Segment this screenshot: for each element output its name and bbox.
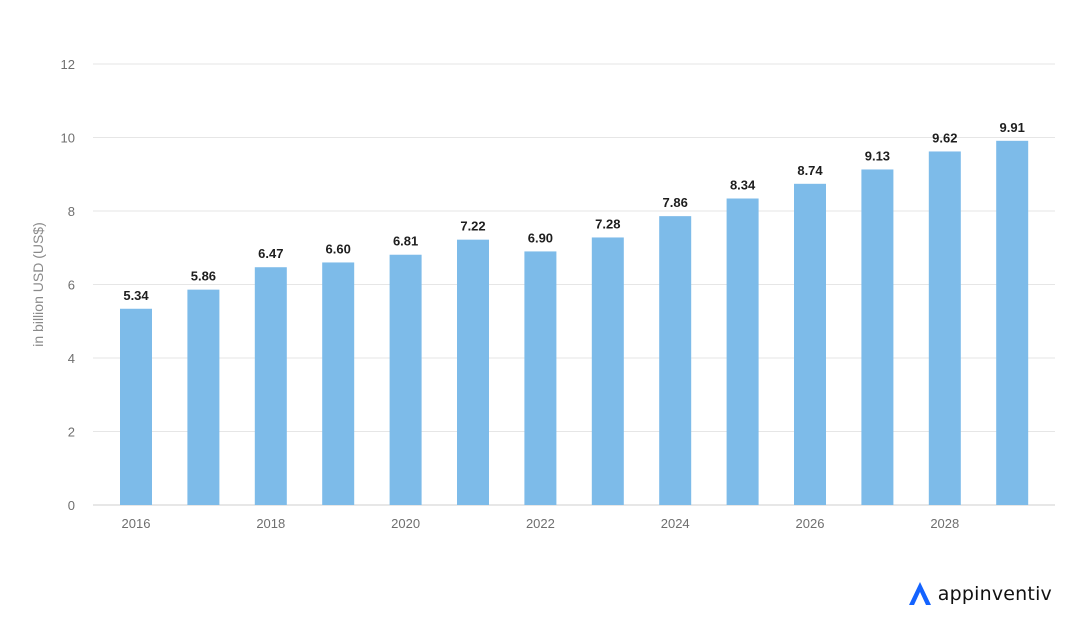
bar — [591, 237, 624, 505]
brand-name: appinventiv — [937, 583, 1052, 605]
data-label: 9.62 — [932, 130, 957, 145]
data-label: 5.34 — [123, 288, 149, 303]
brand-logo: appinventiv — [906, 580, 1052, 608]
data-label: 6.47 — [258, 246, 283, 261]
data-label: 7.28 — [595, 216, 620, 231]
grid-lines — [93, 63, 1055, 506]
bars — [120, 140, 1029, 506]
bar — [322, 262, 355, 505]
bar — [794, 183, 826, 505]
bar — [187, 289, 220, 505]
bar — [457, 239, 489, 506]
data-label: 9.13 — [865, 148, 890, 163]
y-axis-ticks: 0 2 4 6 8 10 12 — [61, 57, 75, 513]
bar — [254, 267, 287, 505]
y-tick-label: 12 — [61, 57, 75, 72]
bar — [861, 169, 894, 505]
data-label: 7.22 — [460, 219, 485, 234]
x-tick-label: 2026 — [796, 516, 825, 531]
data-label: 9.91 — [1000, 120, 1025, 135]
x-tick-label: 2024 — [661, 516, 690, 531]
y-tick-label: 6 — [68, 278, 75, 293]
data-label: 6.90 — [528, 230, 553, 245]
bar — [996, 140, 1029, 505]
data-label: 6.81 — [393, 234, 418, 249]
y-tick-label: 10 — [61, 131, 75, 146]
y-tick-label: 8 — [68, 204, 75, 219]
bar — [659, 216, 692, 505]
y-tick-label: 4 — [68, 351, 75, 366]
bar — [120, 308, 152, 505]
data-label: 8.74 — [797, 163, 823, 178]
x-tick-label: 2022 — [526, 516, 555, 531]
y-axis-label: in billion USD (US$) — [30, 222, 46, 346]
data-label: 8.34 — [730, 178, 756, 193]
data-label: 5.86 — [191, 269, 216, 284]
x-tick-label: 2016 — [122, 516, 151, 531]
data-labels: 5.34 5.86 6.47 6.60 6.81 7.22 6.90 7.28 7.86 8.34… — [123, 120, 1025, 303]
x-axis-ticks: 2016 2018 2020 2022 2024 2026 2028 — [122, 516, 960, 531]
x-tick-label: 2018 — [256, 516, 285, 531]
y-tick-label: 2 — [68, 425, 75, 440]
y-tick-label: 0 — [68, 498, 75, 513]
x-tick-label: 2028 — [930, 516, 959, 531]
bar — [389, 254, 422, 505]
appinventiv-logo-icon — [908, 582, 931, 605]
bar — [928, 151, 961, 505]
bar — [524, 251, 557, 505]
bar — [726, 198, 759, 505]
x-tick-label: 2020 — [391, 516, 420, 531]
data-label: 6.60 — [326, 241, 351, 256]
data-label: 7.86 — [663, 195, 688, 210]
